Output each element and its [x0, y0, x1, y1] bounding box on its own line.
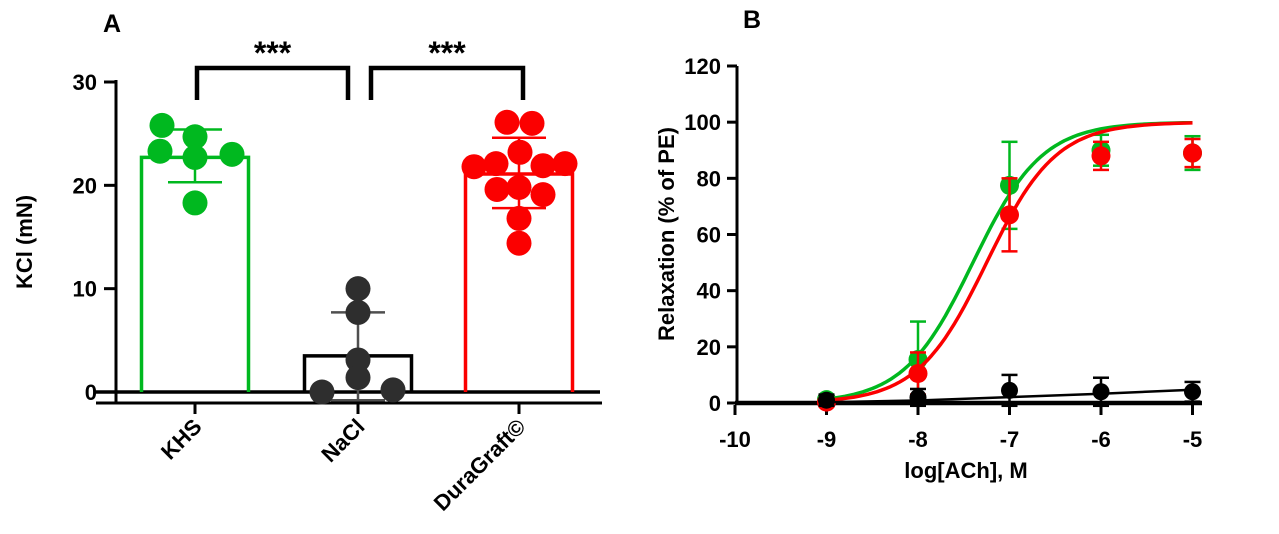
- sig-stars: ***: [254, 35, 292, 71]
- data-point-duragraft: [519, 110, 545, 136]
- b-x-tick-label: -9: [817, 427, 837, 452]
- data-point-nacl: [1092, 383, 1110, 401]
- data-point-duragraft: [507, 139, 533, 165]
- a-group-nacl: [302, 276, 414, 405]
- b-y-tick-label: 20: [697, 335, 721, 360]
- data-point-duragraft: [1091, 146, 1111, 166]
- data-point-duragraft: [506, 174, 532, 200]
- b-y-tick-label: 40: [697, 279, 721, 304]
- data-point-duragraft: [1183, 143, 1202, 163]
- b-x-axis-title: log[ACh], M: [904, 458, 1027, 483]
- a-group-khs: [139, 112, 251, 392]
- data-point-nacl: [909, 388, 927, 406]
- data-point-khs: [147, 138, 173, 164]
- b-x-tick-label: -7: [1000, 427, 1020, 452]
- data-point-duragraft: [483, 151, 509, 177]
- panel-b-chart: 0 20 40 60 80 100 120 Relaxation (% of PE) -10 -9…: [654, 54, 1202, 483]
- a-x-tick-label-nacl: NaCl: [316, 414, 369, 467]
- b-x-tick-label: -8: [908, 427, 928, 452]
- panel-b-label: B: [743, 6, 762, 34]
- data-point-duragraft: [461, 154, 487, 180]
- b-series-nacl: [818, 373, 1201, 409]
- data-point-nacl: [345, 276, 371, 302]
- b-y-tick-label: 80: [697, 166, 721, 191]
- data-point-duragraft: [1000, 205, 1019, 225]
- panel-a-label: A: [103, 10, 122, 38]
- data-point-duragraft: [908, 364, 928, 384]
- data-point-nacl: [380, 377, 406, 403]
- b-axes: 0 20 40 60 80 100 120 Relaxation (% of PE) -10 -9…: [654, 54, 1202, 483]
- a-x-tick-label-khs: KHS: [156, 414, 207, 465]
- data-point-nacl: [345, 299, 371, 325]
- data-point-duragraft: [506, 230, 532, 256]
- data-point-duragraft: [484, 176, 510, 202]
- b-y-axis-title: Relaxation (% of PE): [654, 127, 679, 341]
- a-significance-2: ***: [368, 35, 526, 100]
- data-point-duragraft: [530, 153, 556, 179]
- b-x-tick-label: -10: [719, 427, 751, 452]
- sig-bracket: [368, 65, 526, 100]
- data-point-khs: [149, 112, 175, 138]
- b-y-tick-label: 0: [709, 391, 721, 416]
- data-point-khs: [182, 124, 208, 150]
- b-y-tick-label: 120: [684, 54, 721, 79]
- data-point-nacl: [345, 347, 371, 373]
- b-x-tick-label: -5: [1183, 427, 1203, 452]
- b-series-khs: [817, 120, 1202, 410]
- b-x-tick-label: -6: [1091, 427, 1111, 452]
- sig-bracket: [194, 65, 351, 100]
- data-point-duragraft: [506, 205, 532, 231]
- data-point-nacl: [309, 379, 335, 405]
- data-point-khs: [219, 141, 245, 167]
- sig-stars: ***: [428, 35, 466, 71]
- data-point-duragraft: [494, 109, 520, 135]
- data-point-nacl: [818, 391, 835, 409]
- a-y-axis-title: KCl (mN): [12, 195, 37, 289]
- data-point-khs: [182, 190, 208, 216]
- b-y-tick-label: 60: [697, 223, 721, 248]
- data-point-khs: [182, 144, 208, 170]
- data-point-nacl: [1184, 383, 1201, 401]
- b-y-tick-label: 100: [684, 110, 721, 135]
- data-point-duragraft: [552, 151, 578, 177]
- data-point-nacl: [345, 365, 371, 391]
- a-x-tick-label-duragraft: DuraGraft©: [429, 414, 531, 516]
- data-point-nacl: [1001, 381, 1018, 399]
- a-y-tick-label: 20: [73, 173, 97, 198]
- b-series-duragraft: [817, 121, 1202, 412]
- a-y-tick-label: 0: [85, 380, 97, 405]
- a-significance-1: ***: [194, 35, 351, 100]
- a-y-tick-label: 10: [73, 277, 97, 302]
- a-y-tick-label: 30: [73, 70, 97, 95]
- data-point-duragraft: [530, 182, 556, 208]
- a-group-duragraft: [461, 109, 578, 392]
- panel-a-chart: 0 10 20 30 KCl (mN) KHS NaCl DuraGraft© *** ***: [12, 35, 602, 516]
